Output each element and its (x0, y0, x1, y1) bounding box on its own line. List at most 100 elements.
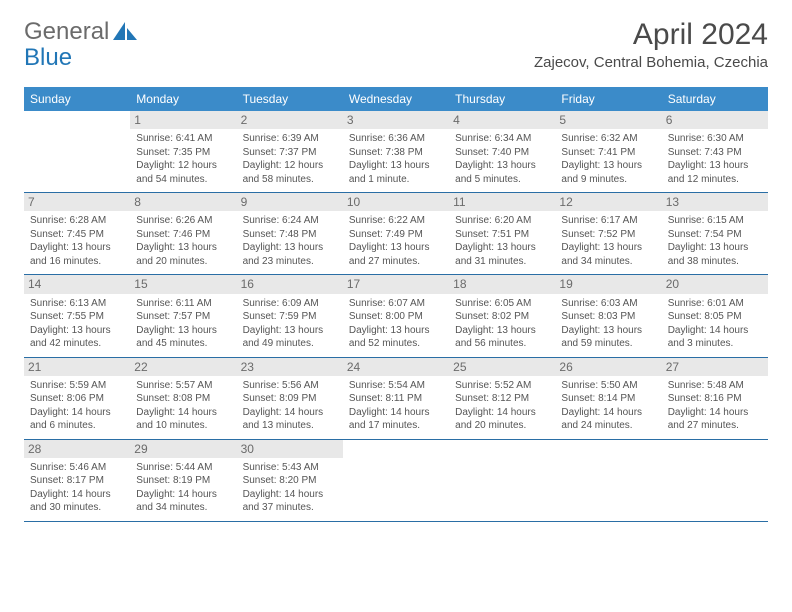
daylight-text-2: and 3 minutes. (668, 337, 762, 351)
location-text: Zajecov, Central Bohemia, Czechia (534, 54, 768, 71)
day-number: 30 (237, 440, 343, 458)
sunset-text: Sunset: 7:59 PM (243, 310, 337, 324)
sunset-text: Sunset: 8:05 PM (668, 310, 762, 324)
weekday-header: Friday (555, 87, 661, 111)
day-number: 8 (130, 193, 236, 211)
day-number: 13 (662, 193, 768, 211)
week-row: 21Sunrise: 5:59 AMSunset: 8:06 PMDayligh… (24, 358, 768, 440)
daylight-text-1: Daylight: 13 hours (136, 241, 230, 255)
sunset-text: Sunset: 8:16 PM (668, 392, 762, 406)
sunset-text: Sunset: 7:38 PM (349, 146, 443, 160)
sunset-text: Sunset: 7:35 PM (136, 146, 230, 160)
day-number: 23 (237, 358, 343, 376)
day-cell (662, 440, 768, 521)
sunrise-text: Sunrise: 6:28 AM (30, 214, 124, 228)
day-number: 4 (449, 111, 555, 129)
daylight-text-2: and 27 minutes. (349, 255, 443, 269)
daylight-text-2: and 1 minute. (349, 173, 443, 187)
daylight-text-1: Daylight: 14 hours (136, 406, 230, 420)
day-cell: 28Sunrise: 5:46 AMSunset: 8:17 PMDayligh… (24, 440, 130, 521)
daylight-text-1: Daylight: 13 hours (455, 159, 549, 173)
day-cell: 14Sunrise: 6:13 AMSunset: 7:55 PMDayligh… (24, 275, 130, 356)
sunset-text: Sunset: 8:08 PM (136, 392, 230, 406)
sunrise-text: Sunrise: 5:59 AM (30, 379, 124, 393)
day-number: 14 (24, 275, 130, 293)
month-title: April 2024 (534, 18, 768, 52)
daylight-text-2: and 37 minutes. (243, 501, 337, 515)
day-cell: 25Sunrise: 5:52 AMSunset: 8:12 PMDayligh… (449, 358, 555, 439)
day-number: 27 (662, 358, 768, 376)
daylight-text-2: and 6 minutes. (30, 419, 124, 433)
daylight-text-1: Daylight: 13 hours (561, 241, 655, 255)
day-number: 22 (130, 358, 236, 376)
weekday-header: Thursday (449, 87, 555, 111)
sunrise-text: Sunrise: 6:15 AM (668, 214, 762, 228)
daylight-text-1: Daylight: 13 hours (243, 241, 337, 255)
daylight-text-1: Daylight: 14 hours (30, 406, 124, 420)
day-number: 5 (555, 111, 661, 129)
day-number: 19 (555, 275, 661, 293)
sunrise-text: Sunrise: 6:11 AM (136, 297, 230, 311)
daylight-text-1: Daylight: 14 hours (668, 406, 762, 420)
day-number: 10 (343, 193, 449, 211)
daylight-text-1: Daylight: 13 hours (668, 241, 762, 255)
sunrise-text: Sunrise: 5:52 AM (455, 379, 549, 393)
sunrise-text: Sunrise: 6:24 AM (243, 214, 337, 228)
weekday-header-row: SundayMondayTuesdayWednesdayThursdayFrid… (24, 87, 768, 111)
day-cell: 27Sunrise: 5:48 AMSunset: 8:16 PMDayligh… (662, 358, 768, 439)
sunrise-text: Sunrise: 6:03 AM (561, 297, 655, 311)
daylight-text-2: and 5 minutes. (455, 173, 549, 187)
daylight-text-2: and 58 minutes. (243, 173, 337, 187)
day-cell: 26Sunrise: 5:50 AMSunset: 8:14 PMDayligh… (555, 358, 661, 439)
day-number: 17 (343, 275, 449, 293)
sunset-text: Sunset: 7:52 PM (561, 228, 655, 242)
day-cell: 29Sunrise: 5:44 AMSunset: 8:19 PMDayligh… (130, 440, 236, 521)
daylight-text-1: Daylight: 13 hours (561, 159, 655, 173)
sunrise-text: Sunrise: 5:57 AM (136, 379, 230, 393)
sunset-text: Sunset: 7:48 PM (243, 228, 337, 242)
day-number: 15 (130, 275, 236, 293)
daylight-text-1: Daylight: 13 hours (349, 324, 443, 338)
sunset-text: Sunset: 8:17 PM (30, 474, 124, 488)
day-cell: 3Sunrise: 6:36 AMSunset: 7:38 PMDaylight… (343, 111, 449, 192)
day-cell: 9Sunrise: 6:24 AMSunset: 7:48 PMDaylight… (237, 193, 343, 274)
day-number: 1 (130, 111, 236, 129)
day-number: 24 (343, 358, 449, 376)
week-row: 1Sunrise: 6:41 AMSunset: 7:35 PMDaylight… (24, 111, 768, 193)
sunrise-text: Sunrise: 5:43 AM (243, 461, 337, 475)
day-cell (555, 440, 661, 521)
sunset-text: Sunset: 7:51 PM (455, 228, 549, 242)
sunrise-text: Sunrise: 6:26 AM (136, 214, 230, 228)
weekday-header: Wednesday (343, 87, 449, 111)
day-cell: 24Sunrise: 5:54 AMSunset: 8:11 PMDayligh… (343, 358, 449, 439)
daylight-text-2: and 23 minutes. (243, 255, 337, 269)
daylight-text-1: Daylight: 12 hours (136, 159, 230, 173)
sunset-text: Sunset: 7:40 PM (455, 146, 549, 160)
daylight-text-2: and 54 minutes. (136, 173, 230, 187)
daylight-text-2: and 34 minutes. (561, 255, 655, 269)
daylight-text-2: and 10 minutes. (136, 419, 230, 433)
day-cell: 18Sunrise: 6:05 AMSunset: 8:02 PMDayligh… (449, 275, 555, 356)
week-row: 28Sunrise: 5:46 AMSunset: 8:17 PMDayligh… (24, 440, 768, 522)
sunset-text: Sunset: 8:11 PM (349, 392, 443, 406)
sunrise-text: Sunrise: 6:34 AM (455, 132, 549, 146)
daylight-text-2: and 27 minutes. (668, 419, 762, 433)
day-cell: 7Sunrise: 6:28 AMSunset: 7:45 PMDaylight… (24, 193, 130, 274)
day-number: 26 (555, 358, 661, 376)
weekday-header: Tuesday (237, 87, 343, 111)
day-number: 25 (449, 358, 555, 376)
day-cell: 5Sunrise: 6:32 AMSunset: 7:41 PMDaylight… (555, 111, 661, 192)
sunrise-text: Sunrise: 5:46 AM (30, 461, 124, 475)
day-cell: 23Sunrise: 5:56 AMSunset: 8:09 PMDayligh… (237, 358, 343, 439)
day-number: 18 (449, 275, 555, 293)
daylight-text-1: Daylight: 13 hours (455, 241, 549, 255)
day-cell: 16Sunrise: 6:09 AMSunset: 7:59 PMDayligh… (237, 275, 343, 356)
daylight-text-2: and 59 minutes. (561, 337, 655, 351)
sunrise-text: Sunrise: 6:39 AM (243, 132, 337, 146)
day-number: 28 (24, 440, 130, 458)
day-cell (343, 440, 449, 521)
weekday-header: Saturday (662, 87, 768, 111)
daylight-text-1: Daylight: 13 hours (136, 324, 230, 338)
daylight-text-2: and 9 minutes. (561, 173, 655, 187)
day-cell: 12Sunrise: 6:17 AMSunset: 7:52 PMDayligh… (555, 193, 661, 274)
